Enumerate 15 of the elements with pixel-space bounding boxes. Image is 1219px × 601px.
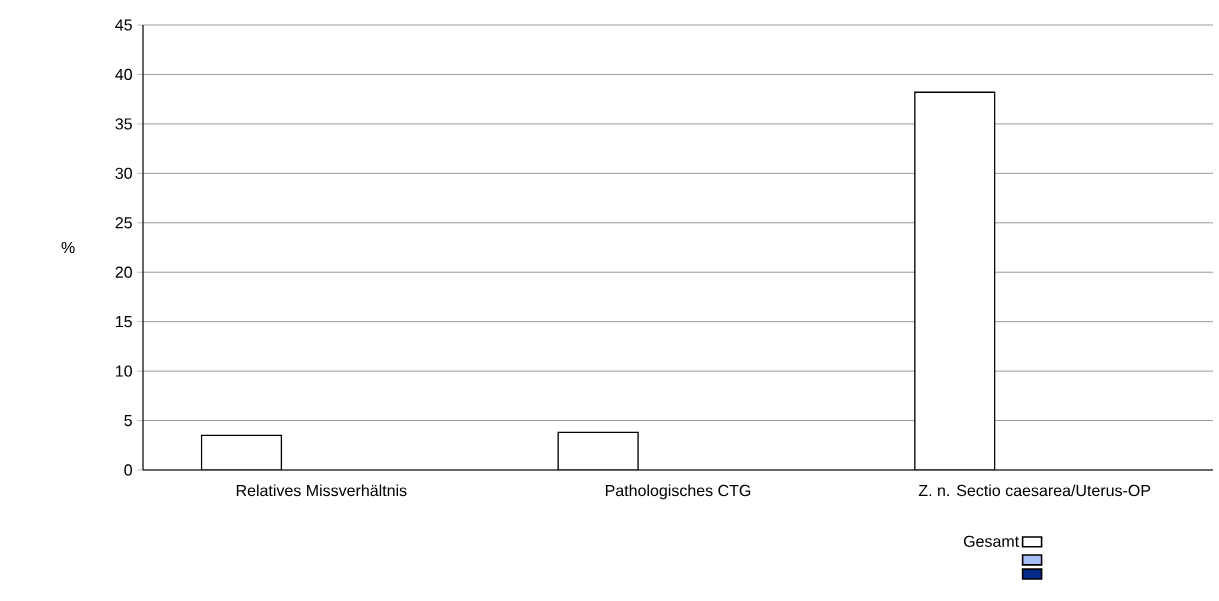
y-tick-label: 5 <box>124 414 132 427</box>
y-tick-label: 45 <box>115 19 132 31</box>
x-tick-label: Relatives Missverhältnis <box>236 484 407 497</box>
y-tick-label: 15 <box>116 316 132 328</box>
x-tick-label: Pathologisches CTG <box>605 484 751 500</box>
y-axis-title: % <box>61 241 75 254</box>
legend-label: Gesamt <box>963 535 1020 547</box>
y-tick-label: 35 <box>115 118 132 130</box>
y-tick-label: 30 <box>115 167 132 179</box>
y-tick-label: 20 <box>115 266 132 278</box>
y-tick-label: 10 <box>116 365 132 377</box>
y-tick-label: 0 <box>124 464 132 476</box>
x-tick-label: Z. n. Sectio caesarea/Uterus-OP <box>918 484 1151 497</box>
y-tick-label: 40 <box>115 68 132 81</box>
y-tick-label: 25 <box>115 217 132 229</box>
